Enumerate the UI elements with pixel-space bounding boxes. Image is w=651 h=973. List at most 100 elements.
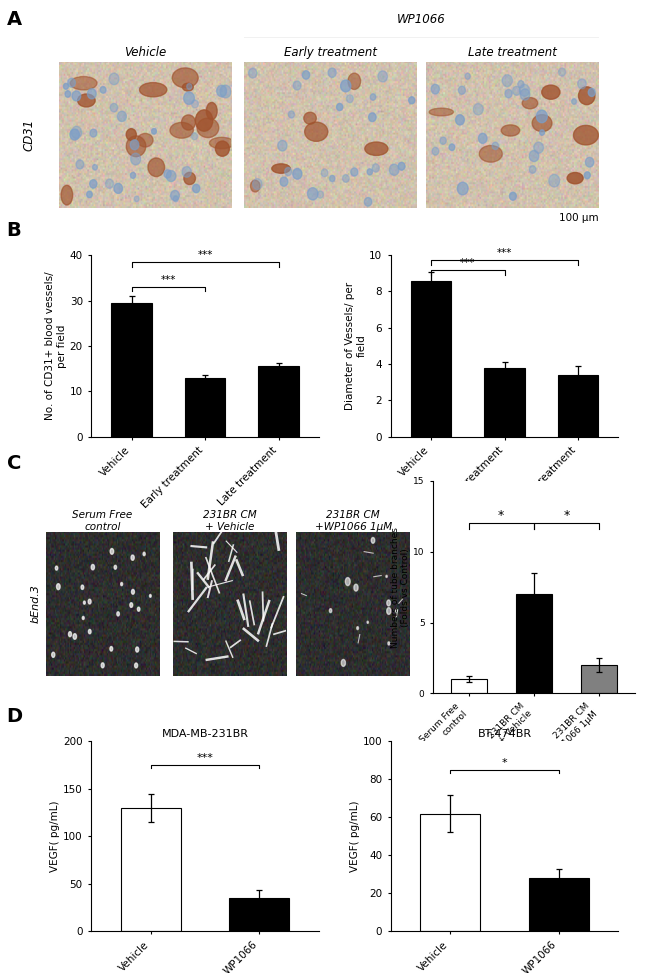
Circle shape (68, 78, 76, 88)
Text: D: D (7, 707, 23, 727)
Circle shape (90, 129, 97, 137)
Circle shape (431, 85, 439, 94)
Circle shape (534, 142, 544, 154)
Circle shape (329, 175, 335, 182)
Circle shape (173, 196, 178, 201)
Circle shape (457, 182, 468, 195)
Circle shape (90, 180, 97, 188)
Ellipse shape (567, 172, 583, 184)
Circle shape (293, 81, 301, 90)
Circle shape (293, 168, 302, 179)
Circle shape (280, 177, 288, 186)
Text: 100 μm: 100 μm (559, 213, 599, 224)
Circle shape (249, 68, 257, 78)
Circle shape (342, 174, 349, 182)
Circle shape (137, 607, 140, 611)
Ellipse shape (182, 84, 193, 91)
Circle shape (395, 609, 397, 612)
Ellipse shape (197, 118, 219, 137)
Circle shape (68, 631, 72, 636)
Circle shape (505, 90, 512, 98)
Circle shape (518, 81, 524, 88)
Circle shape (302, 71, 310, 79)
Text: B: B (7, 221, 21, 240)
Circle shape (386, 575, 387, 578)
Circle shape (72, 126, 82, 138)
Circle shape (559, 68, 566, 76)
Circle shape (365, 198, 372, 206)
Text: *: * (502, 758, 507, 769)
Ellipse shape (348, 73, 361, 90)
Circle shape (278, 140, 287, 151)
Circle shape (130, 140, 139, 150)
Circle shape (337, 103, 342, 111)
Circle shape (577, 79, 586, 89)
Ellipse shape (574, 126, 598, 145)
Circle shape (473, 103, 483, 115)
Circle shape (345, 578, 350, 586)
Circle shape (130, 172, 135, 178)
Bar (421, 813, 480, 931)
Circle shape (367, 168, 372, 175)
Circle shape (143, 552, 145, 556)
Ellipse shape (305, 122, 328, 141)
Text: 231BR CM
+WP1066 1μM: 231BR CM +WP1066 1μM (314, 510, 392, 531)
Text: Late treatment: Late treatment (468, 47, 557, 59)
Ellipse shape (429, 108, 454, 116)
Circle shape (288, 111, 294, 118)
Circle shape (449, 144, 455, 151)
Circle shape (130, 602, 133, 607)
Circle shape (164, 169, 171, 178)
Circle shape (572, 98, 576, 104)
Text: A: A (7, 10, 21, 29)
Title: BT-474BR: BT-474BR (477, 729, 532, 739)
Circle shape (114, 183, 122, 194)
Circle shape (513, 87, 520, 95)
Circle shape (502, 75, 512, 87)
Circle shape (82, 616, 84, 620)
Text: *: * (498, 509, 505, 522)
Circle shape (540, 129, 544, 135)
Bar (529, 878, 589, 931)
Ellipse shape (148, 158, 165, 176)
Circle shape (510, 193, 516, 200)
Bar (411, 280, 451, 437)
Circle shape (117, 612, 119, 616)
Ellipse shape (365, 142, 388, 156)
Text: *: * (563, 509, 570, 522)
Circle shape (357, 627, 359, 630)
Bar (185, 378, 225, 437)
Circle shape (110, 646, 113, 651)
Bar (516, 595, 551, 694)
Circle shape (317, 191, 324, 198)
Circle shape (184, 91, 195, 104)
Ellipse shape (272, 163, 290, 173)
Ellipse shape (70, 77, 97, 90)
Circle shape (87, 89, 96, 99)
Circle shape (135, 647, 139, 652)
Circle shape (187, 84, 192, 90)
Circle shape (367, 621, 368, 624)
Circle shape (519, 85, 529, 96)
Circle shape (114, 565, 117, 569)
Text: Early treatment: Early treatment (284, 47, 377, 59)
Ellipse shape (77, 94, 95, 107)
Bar (230, 898, 289, 931)
Ellipse shape (206, 102, 217, 120)
Circle shape (329, 609, 332, 613)
Circle shape (478, 133, 487, 143)
Text: 231BR CM
+ Vehicle: 231BR CM + Vehicle (202, 510, 256, 531)
Circle shape (341, 660, 346, 667)
Circle shape (492, 142, 499, 150)
Text: ***: *** (497, 248, 512, 258)
Text: Serum Free
control: Serum Free control (72, 510, 133, 531)
Circle shape (171, 191, 180, 200)
Circle shape (340, 80, 351, 91)
Circle shape (465, 73, 470, 79)
Circle shape (520, 89, 530, 100)
Text: CD31: CD31 (23, 119, 36, 152)
Circle shape (432, 147, 439, 155)
Ellipse shape (195, 110, 213, 131)
Ellipse shape (182, 115, 195, 130)
Circle shape (354, 584, 358, 591)
